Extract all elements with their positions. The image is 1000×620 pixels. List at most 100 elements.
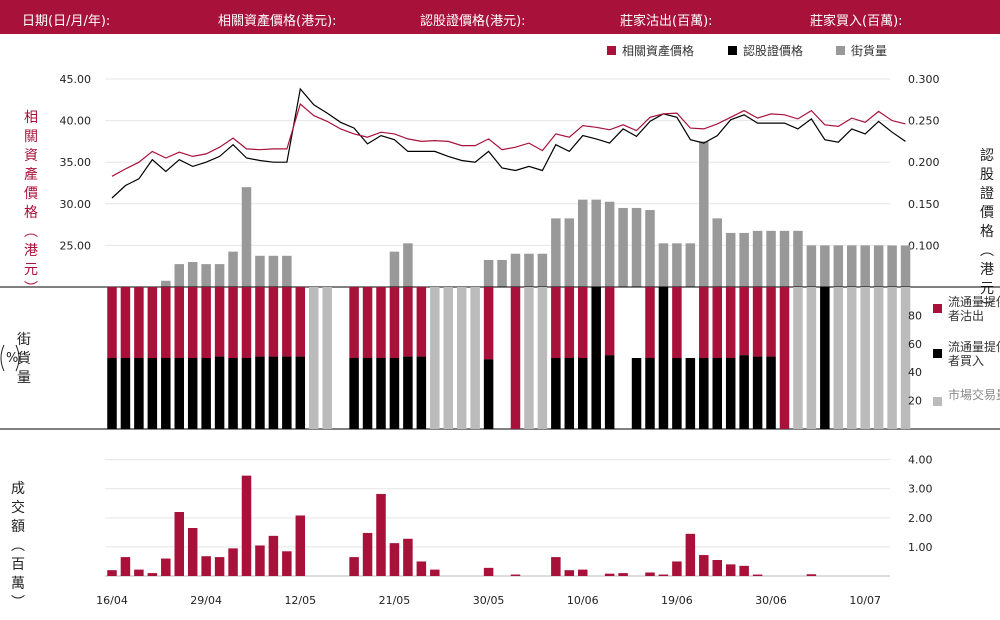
lp-buy-bar (147, 358, 158, 429)
market-volume-bar (833, 287, 844, 429)
lp-buy-bar (416, 356, 427, 429)
x-tick-label: 10/07 (849, 594, 881, 607)
turnover-bar (510, 574, 521, 576)
outstanding-bar (739, 232, 749, 287)
turnover-bar (201, 556, 211, 576)
lp-buy-bar (725, 358, 736, 429)
lp-buy-bar (766, 356, 776, 429)
lp-buy-bar (349, 358, 359, 429)
lp-buy-bar (685, 358, 696, 429)
outstanding-bar (255, 255, 265, 287)
outstanding-bar (645, 210, 655, 287)
lp-sell-bar (604, 287, 615, 356)
lp-sell-bar (255, 287, 265, 357)
warrant-price-label: 認股證價格(港元): (420, 14, 526, 29)
paren-right (15, 344, 20, 372)
legend-label: 市場交易量 (948, 387, 1000, 402)
lp-buy-bar (820, 287, 830, 429)
lp-buy-bar (376, 358, 386, 429)
underlying-price-line (111, 102, 906, 177)
lp-sell-bar (201, 287, 211, 358)
lp-buy-bar (551, 358, 561, 429)
y-axis-title-right: 認股證價格︵港元︶ (980, 148, 994, 316)
outstanding-bar (591, 199, 601, 287)
turnover-bar (134, 569, 144, 576)
outstanding-bar (174, 264, 184, 287)
market-volume-bar (873, 287, 884, 429)
lp-buy-bar (174, 358, 184, 429)
market-volume-bar (860, 287, 870, 429)
turnover-bar (389, 543, 400, 576)
turnover-bar (255, 545, 265, 576)
lp-buy-bar (282, 356, 292, 429)
turnover-bar (214, 557, 225, 576)
turnover-bar (362, 532, 373, 576)
legend-label: 流通量提供者沽出 (948, 294, 1000, 323)
lp-buy-bar (268, 356, 279, 429)
lp-sell-bar (551, 287, 561, 358)
y-tick-label-right: 0.150 (908, 198, 940, 211)
outstanding-bar (510, 253, 521, 287)
lp-sell-bar (214, 287, 225, 357)
lp-buy-bar (752, 356, 763, 429)
lp-sell-bar (376, 287, 386, 358)
x-tick-label: 16/04 (96, 594, 128, 607)
lp-sell-bar (779, 287, 790, 429)
lp-buy-bar (712, 358, 722, 429)
turnover-bar (618, 573, 628, 576)
outstanding-bar (658, 243, 669, 287)
outstanding-bar (161, 280, 171, 287)
market-volume-bar (900, 287, 911, 429)
outstanding-bar (887, 245, 897, 287)
market-volume-bar (806, 287, 817, 429)
y-tick-label-left: 25.00 (60, 239, 92, 252)
market-volume-bar (524, 287, 534, 429)
outstanding-bar (228, 251, 238, 287)
market-volume-bar (847, 287, 857, 429)
turnover-bar (551, 557, 561, 576)
turnover-bar (376, 493, 386, 576)
lp-sell-bar (134, 287, 144, 358)
lp-buy-bar (161, 358, 171, 429)
market-maker-sell-label: 莊家沽出(百萬): (620, 14, 713, 29)
y-tick-label-turnover: 2.00 (908, 512, 933, 525)
outstanding-bar (873, 245, 884, 287)
outstanding-bar (201, 264, 211, 287)
lp-buy-bar (255, 356, 265, 429)
warrant-price-line (111, 87, 906, 199)
outstanding-bar (793, 230, 803, 287)
lp-sell-bar (349, 287, 359, 358)
legend-swatch (933, 304, 942, 313)
y-tick-label-left: 30.00 (60, 198, 92, 211)
lp-sell-bar (578, 287, 588, 358)
turnover-bar (739, 565, 749, 576)
lp-sell-bar (416, 287, 427, 357)
legend-swatch (728, 46, 737, 55)
lp-buy-bar (591, 287, 601, 429)
outstanding-bar (389, 251, 400, 287)
lp-sell-bar (645, 287, 655, 358)
turnover-bar (483, 567, 494, 576)
date-label: 日期(日/月/年): (22, 14, 111, 29)
lp-sell-bar (187, 287, 198, 358)
turnover-bar (578, 569, 588, 576)
outstanding-bar (564, 218, 575, 287)
lp-buy-bar (483, 359, 494, 429)
outstanding-bar (779, 230, 790, 287)
lp-sell-bar (161, 287, 171, 358)
lp-buy-bar (214, 356, 225, 429)
turnover-bar (295, 515, 306, 576)
lp-sell-bar (107, 287, 117, 358)
paren-left (0, 344, 5, 372)
legend-swatch (933, 349, 942, 358)
lp-sell-bar (228, 287, 238, 358)
outstanding-bar (699, 141, 709, 287)
lp-buy-bar (645, 358, 655, 429)
lp-buy-bar (739, 355, 749, 429)
outstanding-bar (631, 207, 642, 287)
lp-sell-bar (766, 287, 776, 357)
lp-sell-bar (672, 287, 682, 358)
y-tick-label-percent: 80 (908, 309, 922, 322)
outstanding-bar (241, 187, 252, 287)
lp-buy-bar (201, 358, 211, 429)
